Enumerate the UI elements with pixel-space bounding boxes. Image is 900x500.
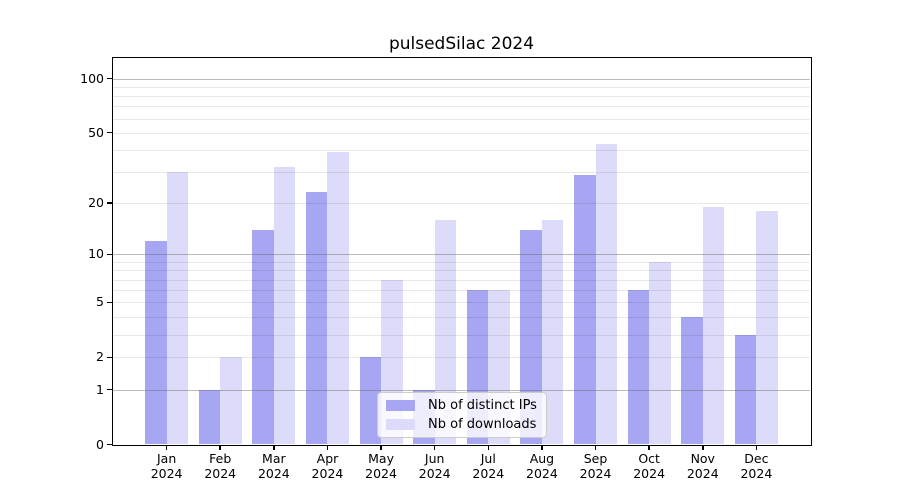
x-tick-label-jan: Jan 2024 [150, 451, 183, 481]
x-tick-label-apr: Apr 2024 [311, 451, 344, 481]
y-tick-label-0: 0 [96, 436, 104, 452]
y-tick-mark-100 [106, 77, 112, 80]
x-tick-mark-oct [648, 444, 650, 450]
x-tick-label-sep: Sep 2024 [579, 451, 612, 481]
x-tick-mark-nov [702, 444, 704, 450]
chart-title: pulsedSilac 2024 [388, 34, 535, 54]
y-gridline-minor-30 [113, 172, 810, 174]
y-gridline-minor-50 [113, 132, 810, 134]
x-tick-label-jun: Jun 2024 [418, 451, 451, 481]
x-tick-label-dec: Dec 2024 [740, 451, 773, 481]
bar-downloads-aug-2024 [541, 219, 564, 445]
legend-item-distinct-ips: Nb of distinct IPs [378, 398, 546, 413]
bar-downloads-dec-2024 [756, 211, 778, 445]
x-tick-label-oct: Oct 2024 [633, 451, 666, 481]
bar-distinct-ips-dec-2024 [734, 334, 757, 445]
bar-downloads-jun-2024 [434, 219, 457, 445]
y-gridline-minor-40 [113, 150, 810, 151]
bar-distinct-ips-feb-2024 [198, 389, 221, 445]
x-tick-mark-may [380, 444, 382, 450]
bar-downloads-jan-2024 [166, 172, 189, 445]
y-tick-mark-10 [106, 253, 112, 256]
x-tick-mark-dec [755, 444, 758, 450]
bar-distinct-ips-may-2024 [359, 357, 382, 445]
x-tick-label-jul: Jul 2024 [472, 451, 505, 481]
bar-distinct-ips-nov-2024 [681, 316, 703, 445]
bar-downloads-nov-2024 [702, 206, 725, 445]
bar-downloads-apr-2024 [327, 151, 349, 445]
x-tick-mark-apr [326, 444, 329, 450]
legend-item-downloads: Nb of downloads [378, 417, 546, 432]
y-tick-label-20: 20 [88, 195, 104, 211]
bar-distinct-ips-jan-2024 [145, 241, 167, 445]
legend: Nb of distinct IPs Nb of downloads [377, 392, 547, 438]
y-tick-label-2: 2 [96, 349, 104, 365]
bar-distinct-ips-sep-2024 [574, 174, 596, 445]
bar-distinct-ips-aug-2024 [520, 229, 542, 445]
bar-downloads-sep-2024 [595, 144, 617, 445]
bar-downloads-mar-2024 [273, 167, 296, 445]
x-tick-mark-mar [273, 444, 275, 450]
y-tick-mark-20 [106, 202, 112, 204]
x-tick-mark-feb [219, 444, 221, 450]
x-tick-label-feb: Feb 2024 [204, 451, 237, 481]
y-gridline-minor-80 [113, 96, 810, 98]
bar-distinct-ips-apr-2024 [306, 192, 328, 445]
legend-label-distinct-ips: Nb of distinct IPs [428, 398, 537, 414]
y-tick-label-10: 10 [88, 246, 104, 262]
x-tick-label-nov: Nov 2024 [686, 451, 719, 481]
y-tick-mark-50 [106, 131, 112, 134]
x-tick-mark-aug [541, 444, 543, 450]
x-tick-label-aug: Aug 2024 [526, 451, 558, 481]
bar-downloads-oct-2024 [649, 261, 671, 445]
x-tick-mark-jan [165, 444, 168, 450]
y-gridline-minor-90 [113, 86, 810, 88]
y-tick-label-50: 50 [88, 124, 104, 140]
y-gridline-minor-60 [113, 118, 810, 120]
bar-distinct-ips-mar-2024 [252, 229, 274, 445]
y-tick-label-100: 100 [80, 70, 104, 86]
bar-downloads-feb-2024 [220, 357, 242, 445]
y-gridline-major-100 [113, 78, 810, 80]
x-tick-mark-jul [487, 444, 490, 450]
legend-swatch-downloads [386, 418, 415, 430]
y-tick-label-5: 5 [96, 294, 104, 310]
y-gridline-minor-20 [113, 203, 810, 205]
x-tick-label-may: May 2024 [365, 451, 397, 481]
legend-swatch-distinct-ips [386, 400, 415, 412]
y-tick-label-1: 1 [96, 381, 104, 397]
y-gridline-minor-70 [113, 106, 810, 108]
x-tick-mark-sep [594, 444, 597, 450]
bar-distinct-ips-oct-2024 [627, 290, 650, 445]
x-tick-mark-jun [433, 444, 436, 450]
y-tick-mark-1 [106, 388, 112, 391]
x-tick-label-mar: Mar 2024 [257, 451, 290, 481]
y-tick-mark-0 [106, 443, 112, 446]
legend-label-downloads: Nb of downloads [428, 416, 537, 432]
y-tick-mark-5 [106, 301, 112, 304]
y-tick-mark-2 [106, 356, 112, 359]
